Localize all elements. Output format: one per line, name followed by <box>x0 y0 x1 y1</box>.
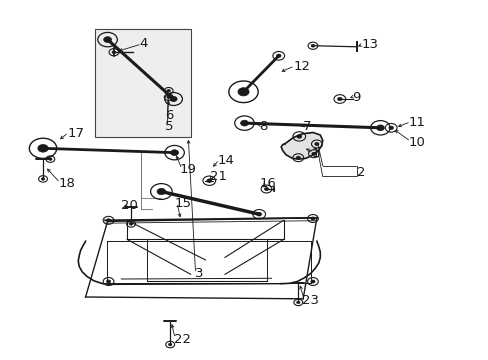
Circle shape <box>310 217 314 220</box>
Circle shape <box>276 54 281 58</box>
Circle shape <box>38 144 48 152</box>
Circle shape <box>296 301 300 304</box>
Text: 17: 17 <box>67 127 84 140</box>
Text: 23: 23 <box>302 294 319 307</box>
Circle shape <box>296 156 300 159</box>
Text: 16: 16 <box>259 177 276 190</box>
Circle shape <box>256 212 261 216</box>
Text: 10: 10 <box>407 136 425 149</box>
Circle shape <box>48 158 52 161</box>
Circle shape <box>388 126 393 130</box>
Text: 20: 20 <box>121 199 138 212</box>
Circle shape <box>310 280 314 283</box>
Text: 1: 1 <box>311 147 320 159</box>
Text: 12: 12 <box>293 60 310 73</box>
Text: 9: 9 <box>351 91 360 104</box>
Polygon shape <box>281 132 322 159</box>
Circle shape <box>314 143 318 145</box>
Circle shape <box>166 96 170 99</box>
Text: 6: 6 <box>165 109 173 122</box>
Circle shape <box>264 188 268 190</box>
Circle shape <box>157 188 165 195</box>
Circle shape <box>112 51 116 54</box>
Circle shape <box>166 89 170 92</box>
Circle shape <box>106 280 110 283</box>
Circle shape <box>296 135 301 138</box>
Text: 13: 13 <box>361 39 378 51</box>
Circle shape <box>206 179 211 183</box>
Circle shape <box>170 96 177 102</box>
Text: 2: 2 <box>356 166 365 179</box>
Circle shape <box>376 125 384 131</box>
Circle shape <box>238 88 248 96</box>
Text: 8: 8 <box>259 120 267 132</box>
Bar <box>95 29 190 137</box>
Circle shape <box>170 150 178 156</box>
Circle shape <box>168 343 172 346</box>
Text: 21: 21 <box>210 170 227 183</box>
Text: 15: 15 <box>175 197 192 210</box>
Circle shape <box>129 222 133 225</box>
Text: 7: 7 <box>303 120 311 132</box>
Text: 19: 19 <box>180 163 197 176</box>
Text: 11: 11 <box>407 116 425 129</box>
Text: 14: 14 <box>217 154 234 167</box>
Text: 4: 4 <box>139 37 147 50</box>
Circle shape <box>41 177 45 180</box>
Circle shape <box>103 37 111 42</box>
Circle shape <box>311 152 315 155</box>
Text: 3: 3 <box>194 267 203 280</box>
Text: 5: 5 <box>165 120 173 132</box>
Circle shape <box>337 97 342 101</box>
Circle shape <box>106 219 110 222</box>
Circle shape <box>240 120 248 126</box>
Text: 22: 22 <box>173 333 190 346</box>
Circle shape <box>310 44 314 47</box>
Text: 18: 18 <box>59 177 76 190</box>
